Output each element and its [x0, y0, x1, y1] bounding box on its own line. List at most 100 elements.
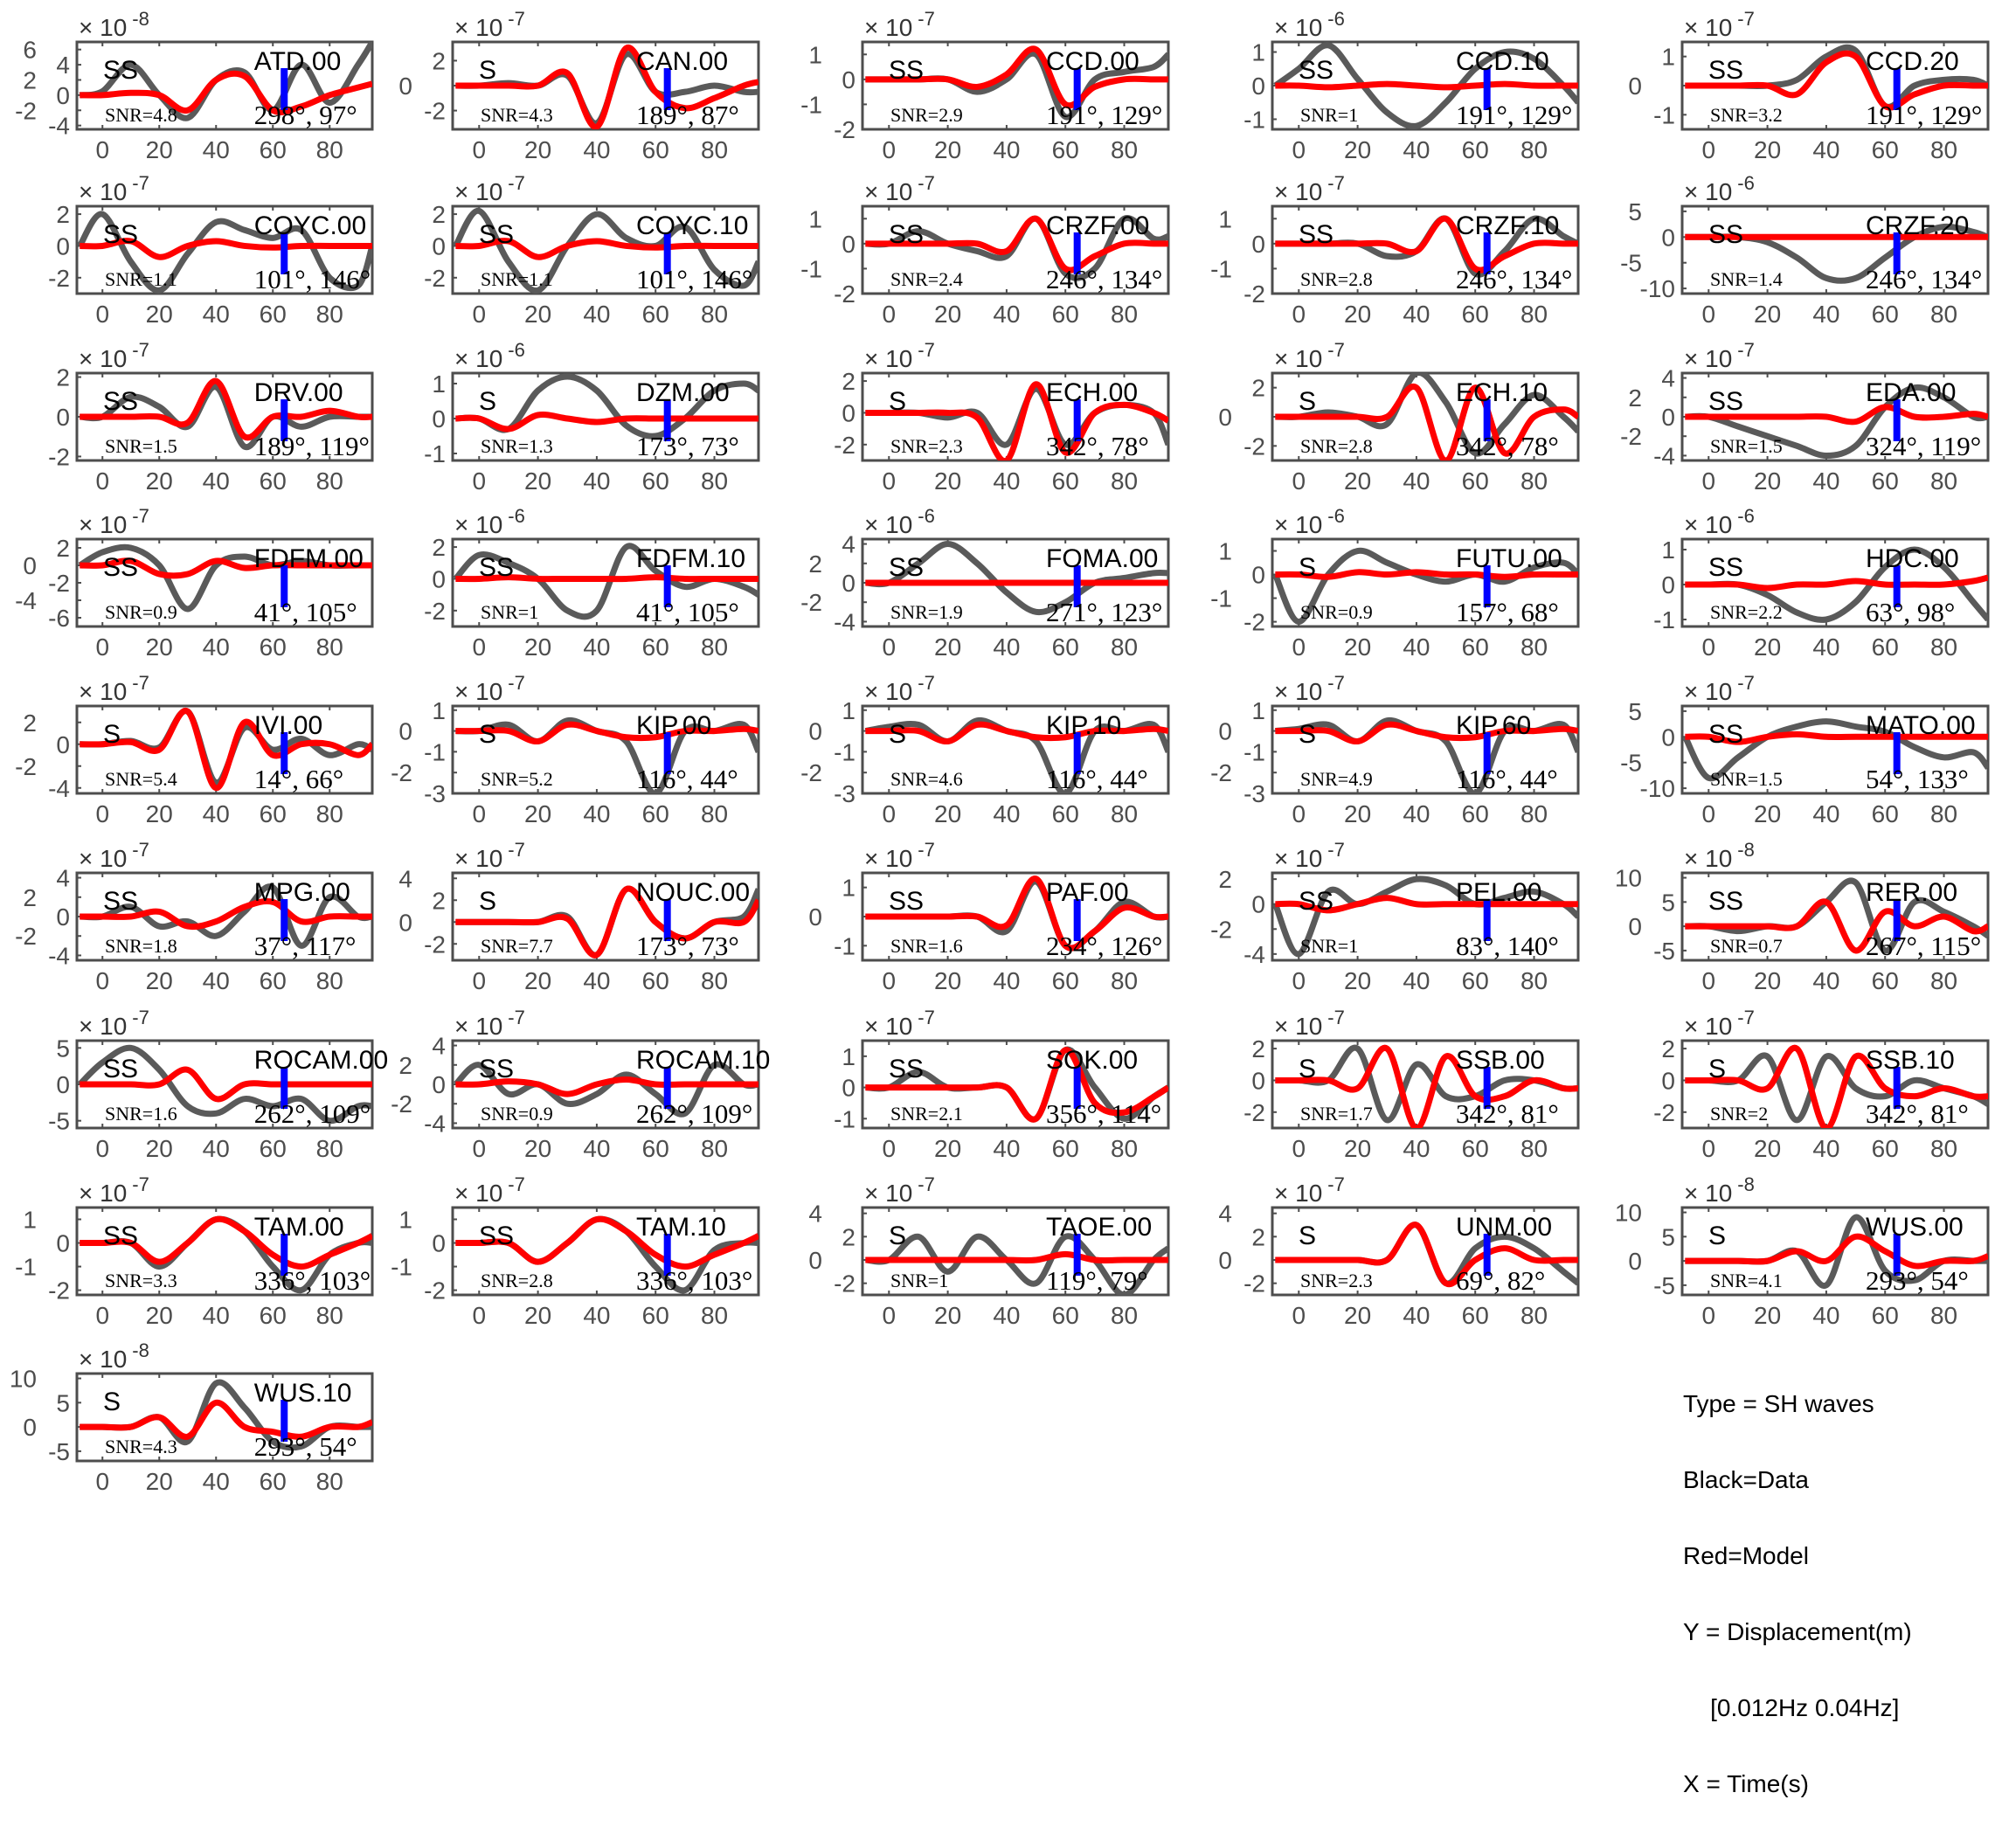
y-tick-label: 6: [23, 37, 37, 64]
y-tick-label: 1: [1661, 44, 1675, 71]
y-tick-label: 1: [808, 205, 822, 232]
x-tick-label: 20: [146, 1135, 173, 1162]
x-tick-label: 60: [1052, 1302, 1079, 1329]
azimuth-distance-label: 63°, 98°: [1866, 597, 1955, 627]
snr-label: SNR=3.3: [105, 1270, 177, 1291]
y-tick-label: -1: [1653, 101, 1675, 128]
y-exponent: × 10 -7: [864, 339, 935, 372]
traces: [455, 1215, 759, 1294]
azimuth-distance-label: 189°, 119°: [254, 431, 370, 461]
y-exponent: × 10 -7: [864, 172, 935, 205]
y-tick-label: 1: [1218, 205, 1232, 232]
annotation-legend: Type = SH waves Black=Data Red=Model Y =…: [1683, 1340, 1912, 1847]
x-tick-label: 40: [583, 136, 610, 163]
traces: [80, 1215, 372, 1294]
y-tick-label: 0: [432, 565, 446, 592]
x-tick-label: 80: [1520, 633, 1548, 661]
x-tick-label: 80: [1930, 467, 1957, 495]
y-tick-label: 0: [1661, 1067, 1675, 1094]
x-tick-label: 20: [146, 633, 173, 661]
x-tick-label: 0: [1292, 1135, 1306, 1162]
azimuth-distance-label: 324°, 119°: [1866, 431, 1981, 461]
x-tick-label: 20: [524, 800, 551, 827]
x-tick-label: 20: [1344, 1302, 1371, 1329]
traces: [1685, 1044, 1988, 1128]
x-tick-label: 60: [642, 136, 669, 163]
model-trace: [80, 377, 372, 441]
x-tick-label: 80: [1111, 633, 1138, 661]
x-tick-label: 20: [934, 301, 961, 328]
y-exponent: × 10 -7: [1684, 1007, 1755, 1040]
x-tick-label: 40: [993, 1135, 1020, 1162]
x-tick-label: 20: [524, 136, 551, 163]
x-tick-label: 20: [524, 633, 551, 661]
phase-label: S: [889, 387, 906, 416]
data-trace: [77, 211, 372, 294]
y-exponent: × 10 -7: [454, 1007, 525, 1040]
phase-label: SS: [103, 56, 138, 85]
azimuth-distance-label: 356°, 114°: [1046, 1098, 1161, 1129]
x-tick-label: 20: [1344, 1135, 1371, 1162]
azimuth-distance-label: 41°, 105°: [636, 597, 739, 627]
snr-label: SNR=7.7: [481, 935, 553, 957]
traces: [1275, 1044, 1578, 1128]
x-tick-label: 20: [1344, 967, 1371, 994]
traces: [864, 716, 1168, 793]
phase-label: S: [479, 887, 496, 916]
x-tick-label: 80: [1930, 136, 1957, 163]
x-tick-label: 0: [472, 1302, 486, 1329]
y-tick-label: -1: [1243, 738, 1265, 765]
model-trace: [80, 238, 372, 260]
phase-label: SS: [1299, 887, 1333, 916]
x-tick-label: 40: [203, 467, 230, 495]
y-exponent: × 10 -7: [79, 672, 149, 705]
traces: [1272, 876, 1578, 958]
model-trace: [80, 1215, 372, 1270]
phase-label: S: [889, 720, 906, 749]
x-tick-label: 20: [934, 633, 961, 661]
x-tick-label: 60: [1052, 301, 1079, 328]
subplot-rocam-00: 0 20 40 60 80 -5 0 5 × 10 -7 SS ROCAM.00 SNR=1.6 262°…: [48, 1007, 388, 1162]
y-exponent: × 10 -7: [1684, 339, 1755, 372]
phase-label: S: [1708, 1222, 1726, 1250]
x-tick-label: 80: [1930, 633, 1957, 661]
x-tick-label: 0: [882, 467, 896, 495]
x-tick-label: 80: [316, 136, 343, 163]
y-tick-label: 2: [1661, 1035, 1675, 1062]
y-tick-label: -4: [48, 775, 70, 802]
subplot-hdc-00: 0 20 40 60 80 -1 0 1 × 10 -6 SS HDC.00 SNR=2.2 63°, 9…: [1653, 505, 1990, 661]
station-label: PAF.00: [1046, 878, 1129, 907]
y-tick-label: 0: [56, 1230, 70, 1257]
x-tick-label: 40: [993, 301, 1020, 328]
station-label: UNM.00: [1456, 1213, 1552, 1242]
y-exponent: × 10 -8: [79, 8, 149, 41]
azimuth-distance-label: 293°, 54°: [1866, 1265, 1969, 1296]
snr-label: SNR=2.8: [1300, 435, 1373, 457]
traces: [79, 377, 372, 450]
model-trace: [865, 215, 1168, 273]
y-tick-label: 4: [56, 52, 70, 79]
traces: [1272, 547, 1578, 626]
y-tick-label: -2: [424, 931, 446, 958]
station-label: MPG.00: [254, 878, 350, 907]
y-tick-label: 0: [23, 552, 37, 579]
azimuth-distance-label: 173°, 73°: [636, 931, 739, 961]
phase-label: SS: [479, 1055, 514, 1083]
station-label: TAM.00: [254, 1213, 344, 1242]
y-tick-label: 0: [23, 1414, 37, 1441]
y-tick-label: -2: [1243, 280, 1265, 308]
station-label: COYC.10: [636, 211, 748, 240]
y-tick-label: -2: [391, 1090, 412, 1118]
traces: [1685, 546, 1988, 623]
phase-label: SS: [1299, 56, 1333, 85]
snr-label: SNR=2.9: [890, 104, 963, 126]
snr-label: SNR=4.8: [105, 104, 177, 126]
x-tick-label: 0: [95, 1302, 109, 1329]
y-tick-label: 5: [56, 1035, 70, 1062]
azimuth-distance-label: 191°, 129°: [1456, 100, 1572, 130]
